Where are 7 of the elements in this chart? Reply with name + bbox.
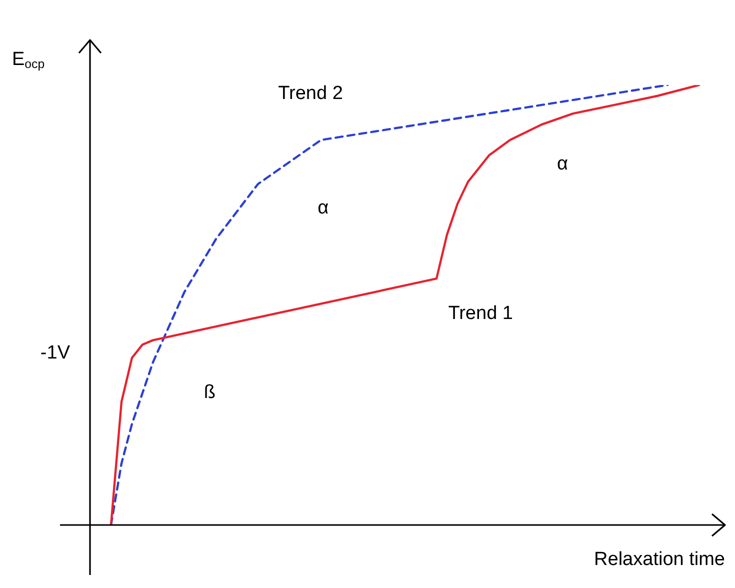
x-axis-title: Relaxation time (594, 549, 725, 570)
annotation: α (557, 153, 568, 174)
annotation: ß (204, 382, 216, 404)
annotation: Trend 2 (278, 83, 343, 104)
annotation: Trend 1 (448, 303, 513, 324)
annotation: α (318, 197, 329, 218)
text: -1V (40, 342, 70, 364)
